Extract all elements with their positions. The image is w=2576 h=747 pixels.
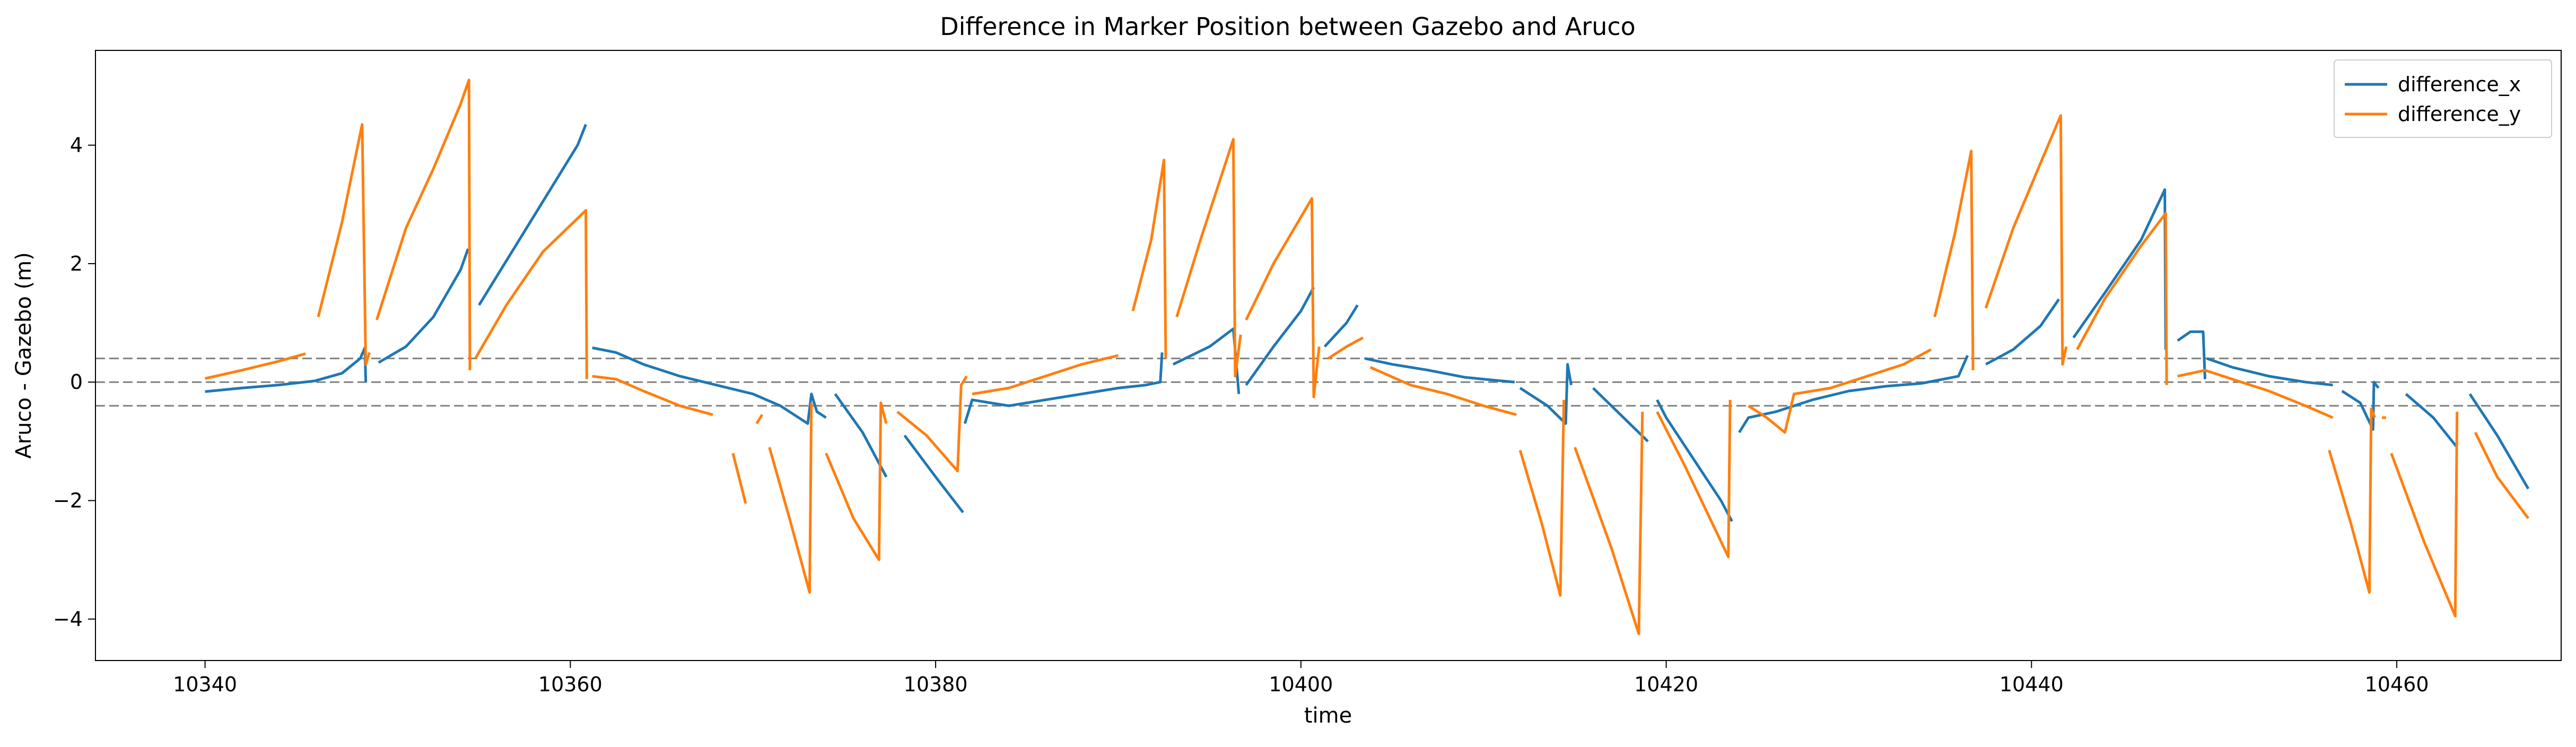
y-tick-label: −2 [53, 489, 83, 513]
series-line-difference_y-7 [768, 403, 813, 594]
series-line-difference_y-13 [1245, 197, 1321, 398]
series-line-difference_x-0 [205, 346, 368, 393]
series-difference_x [205, 124, 2530, 522]
series-line-difference_y-18 [1656, 399, 1732, 559]
series-line-difference_x-2 [478, 124, 587, 306]
series-line-difference_y-17 [1574, 412, 1644, 636]
y-tick-label: −4 [53, 607, 83, 631]
series-line-difference_x-5 [903, 435, 964, 514]
series-line-difference_y-14 [1328, 336, 1364, 360]
x-tick-label: 10420 [1634, 673, 1698, 696]
series-line-difference_y-4 [592, 375, 713, 416]
series-line-difference_x-10 [1364, 357, 1515, 384]
series-line-difference_y-15 [1369, 366, 1517, 416]
y-axis: −4 −2 0 2 4 [53, 134, 95, 631]
y-tick-label: 2 [70, 252, 83, 275]
series-line-difference_y-27 [2474, 431, 2530, 519]
series-line-difference_y-19 [1748, 348, 1932, 434]
legend-label-difference_y: difference_y [2398, 102, 2521, 126]
series-line-difference_x-20 [2405, 393, 2458, 448]
series-line-difference_x-21 [2468, 393, 2530, 490]
series-line-difference_y-11 [1131, 159, 1167, 359]
series-line-difference_y-23 [2177, 369, 2334, 419]
legend-box [2334, 59, 2552, 138]
series-line-difference_x-9 [1323, 304, 1359, 348]
series-line-difference_x-17 [2177, 330, 2206, 379]
y-axis-label: Aruco - Gazebo (m) [12, 252, 36, 458]
series-line-difference_x-14 [1738, 354, 1969, 433]
series-line-difference_y-21 [1984, 114, 2068, 366]
series-line-difference_x-15 [1985, 298, 2060, 366]
series-line-difference_x-19 [2341, 380, 2380, 431]
series-line-difference_x-4 [834, 393, 888, 478]
series-line-difference_y-8 [825, 401, 888, 561]
series-line-difference_y-26 [2390, 412, 2459, 618]
series-line-difference_y-12 [1175, 138, 1242, 378]
series-line-difference_y-0 [205, 352, 306, 380]
series-line-difference_x-6 [963, 352, 1164, 424]
legend: difference_x difference_y [2334, 59, 2552, 138]
series-line-difference_y-6 [755, 414, 764, 424]
legend-label-difference_x: difference_x [2398, 73, 2521, 96]
x-tick-label: 10440 [1999, 673, 2064, 696]
plot-frame [95, 50, 2562, 661]
series-line-difference_x-1 [378, 248, 469, 364]
series-difference_y [205, 79, 2530, 636]
series-line-difference_y-2 [375, 79, 471, 370]
series-line-difference_x-13 [1656, 399, 1733, 522]
x-axis-label: time [1304, 703, 1352, 728]
series-line-difference_x-8 [1245, 286, 1315, 386]
y-tick-label: 0 [70, 370, 83, 394]
x-tick-label: 10400 [1269, 673, 1333, 696]
series-line-difference_y-20 [1933, 150, 1975, 370]
chart-title: Difference in Marker Position between Ga… [940, 12, 1636, 41]
x-axis: 10340 10360 10380 10400 10420 10440 10460 [173, 661, 2429, 696]
series-line-difference_y-9 [896, 375, 968, 473]
series-line-difference_y-24 [2328, 407, 2377, 594]
series-line-difference_x-11 [1519, 363, 1573, 425]
x-tick-label: 10360 [538, 673, 602, 696]
series-layer [205, 79, 2530, 636]
series-line-difference_y-22 [2076, 212, 2168, 385]
series-line-difference_y-3 [474, 209, 588, 379]
series-line-difference_y-1 [317, 123, 371, 366]
y-tick-label: 4 [70, 134, 83, 157]
series-line-difference_y-10 [972, 354, 1119, 396]
x-tick-label: 10380 [904, 673, 968, 696]
series-line-difference_y-16 [1518, 399, 1566, 597]
x-tick-label: 10460 [2365, 673, 2429, 696]
x-tick-label: 10340 [173, 673, 237, 696]
series-line-difference_x-18 [2206, 357, 2333, 387]
series-line-difference_x-12 [1592, 387, 1649, 442]
series-line-difference_y-5 [731, 453, 747, 504]
series-line-difference_x-3 [592, 346, 827, 425]
